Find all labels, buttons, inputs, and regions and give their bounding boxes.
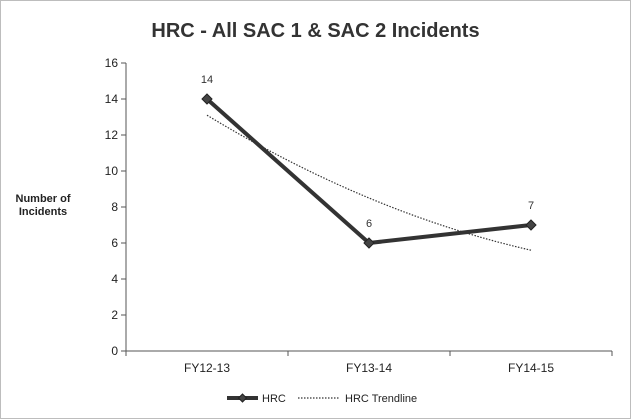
data-label: 6	[366, 218, 372, 230]
y-axis-label: Number of Incidents	[8, 193, 78, 219]
y-tick-label: 8	[111, 200, 118, 214]
data-label: 14	[201, 74, 213, 86]
y-tick-label: 4	[111, 272, 118, 286]
data-label: 7	[528, 200, 534, 212]
legend-label-trendline: HRC Trendline	[345, 393, 417, 405]
data-point-marker	[201, 93, 213, 105]
data-point-marker	[525, 219, 537, 231]
chart-title: HRC - All SAC 1 & SAC 2 Incidents	[151, 20, 480, 42]
x-tick-label: FY13-14	[346, 361, 392, 375]
series-trendline	[206, 114, 532, 251]
x-tick-label: FY14-15	[508, 361, 554, 375]
data-point-marker	[363, 237, 375, 249]
legend-label-hrc: HRC	[262, 393, 286, 405]
y-tick-label: 14	[105, 92, 119, 106]
y-tick-label: 6	[111, 236, 118, 250]
y-tick-label: 10	[105, 164, 119, 178]
y-tick-label: 0	[111, 344, 118, 358]
y-tick-label: 16	[105, 56, 119, 70]
legend-marker-hrc	[237, 393, 248, 403]
y-tick-label: 12	[105, 128, 119, 142]
y-tick-label: 2	[111, 308, 118, 322]
x-tick-label: FY12-13	[184, 361, 230, 375]
y-axis-label-line-2: Incidents	[18, 206, 68, 218]
y-axis-label-line-1: Number of	[15, 193, 71, 205]
